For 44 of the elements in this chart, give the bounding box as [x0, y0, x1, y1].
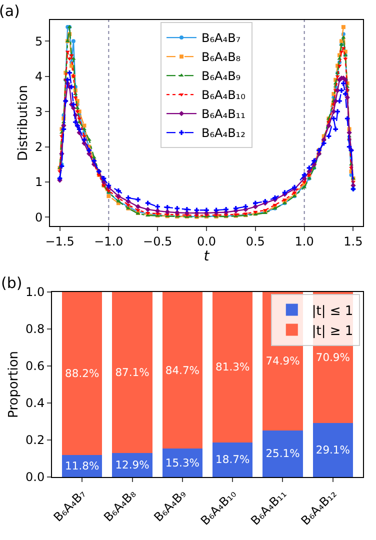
legend-label: B₆A₄B₁₀	[202, 88, 246, 102]
legend-label: B₆A₄B₈	[202, 50, 241, 64]
data-label: 81.3%	[216, 360, 250, 374]
x-axis-title: t	[204, 248, 210, 264]
data-label: 70.9%	[316, 351, 350, 364]
legend-label: B₆A₄B₉	[202, 69, 241, 84]
x-tick-label: 0.5	[246, 234, 265, 248]
data-label: 15.3%	[165, 456, 200, 470]
data-label: 88.2%	[65, 367, 100, 380]
y-tick-label: 1.0	[26, 285, 45, 300]
data-label: 12.9%	[115, 458, 150, 472]
x-tick-label: 0.0	[196, 234, 216, 248]
y-tick-label: 0.4	[26, 396, 45, 410]
y-tick-label: 5	[34, 34, 43, 48]
data-label: 29.1%	[316, 444, 350, 457]
x-tick-label: 1.0	[294, 234, 314, 248]
x-tick-label: −0.5	[143, 234, 172, 248]
y-tick-label: 0.0	[26, 470, 45, 484]
y-axis-title: Proportion	[6, 350, 22, 418]
data-label: 25.1%	[266, 447, 300, 460]
y-tick-label: 4	[34, 70, 43, 84]
y-tick-label: 0.8	[26, 322, 45, 336]
data-label: 87.1%	[115, 366, 150, 379]
y-tick-label: 1	[34, 175, 43, 190]
data-label: 18.7%	[216, 453, 250, 466]
y-tick-label: 0.2	[26, 433, 45, 448]
y-axis-title: Distribution	[16, 85, 31, 161]
legend-label: |t| ≤ 1	[312, 304, 354, 319]
y-tick-label: 2	[34, 140, 43, 154]
legend-label: |t| ≥ 1	[312, 324, 354, 339]
data-label: 84.7%	[165, 364, 200, 377]
legend-label: B₆A₄B₁₂	[202, 126, 246, 140]
y-tick-label: 0	[34, 210, 43, 224]
text: (b)	[1, 274, 22, 292]
x-tick-label: −1.5	[45, 234, 74, 248]
x-tick-label: −1.0	[94, 234, 124, 248]
data-label: 74.9%	[266, 354, 300, 368]
text: (a)	[0, 2, 20, 20]
y-tick-label: 0.6	[26, 359, 45, 374]
legend-label: B₆A₄B₁₁	[202, 107, 246, 122]
data-label: 11.8%	[65, 460, 100, 473]
y-tick-label: 3	[34, 104, 43, 119]
x-tick-label: 1.5	[344, 234, 363, 248]
legend-label: B₆A₄B₇	[202, 31, 241, 46]
